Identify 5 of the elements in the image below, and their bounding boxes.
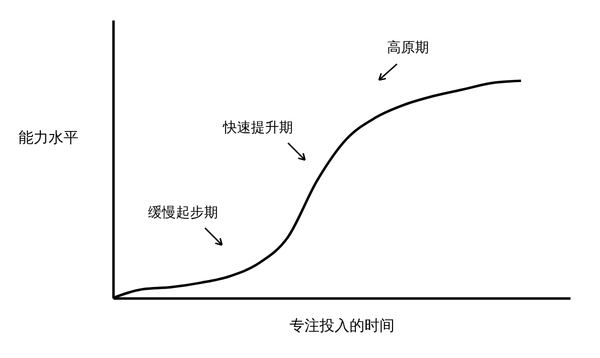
- annotation: 快速提升期: [222, 120, 293, 136]
- x-axis-title: 专注投入的时间: [290, 316, 394, 334]
- annotation: 缓慢起步期: [148, 205, 218, 221]
- y-axis-title: 能力水平: [18, 128, 78, 147]
- text: 高原期: [387, 40, 429, 56]
